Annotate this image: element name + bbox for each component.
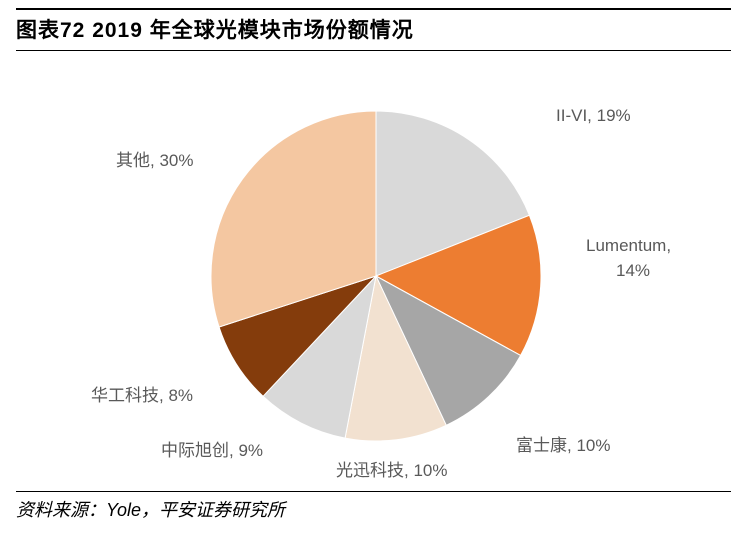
slice-label: 其他, 30%	[116, 151, 193, 170]
slice-label: 14%	[616, 261, 650, 280]
chart-title: 图表72 2019 年全球光模块市场份额情况	[16, 19, 414, 42]
slice-label: II-VI, 19%	[556, 106, 631, 125]
chart-area: II-VI, 19% Lumentum, 14% 富士康, 10% 光迅科技, 10% 中…	[16, 51, 731, 491]
slice-label: Lumentum,	[586, 236, 671, 255]
slice-label: 富士康, 10%	[516, 436, 610, 455]
title-bar: 图表72 2019 年全球光模块市场份额情况	[16, 8, 731, 51]
source-text: 资料来源：Yole，平安证券研究所	[16, 500, 285, 520]
slice-label: 华工科技, 8%	[91, 386, 193, 405]
slice-label: 中际旭创, 9%	[161, 441, 263, 460]
figure-container: 图表72 2019 年全球光模块市场份额情况 II-VI, 19% Lumentu…	[0, 0, 747, 547]
source-bar: 资料来源：Yole，平安证券研究所	[16, 491, 731, 528]
slice-label: 光迅科技, 10%	[336, 461, 447, 480]
pie-chart: II-VI, 19% Lumentum, 14% 富士康, 10% 光迅科技, 10% 中…	[16, 51, 731, 491]
